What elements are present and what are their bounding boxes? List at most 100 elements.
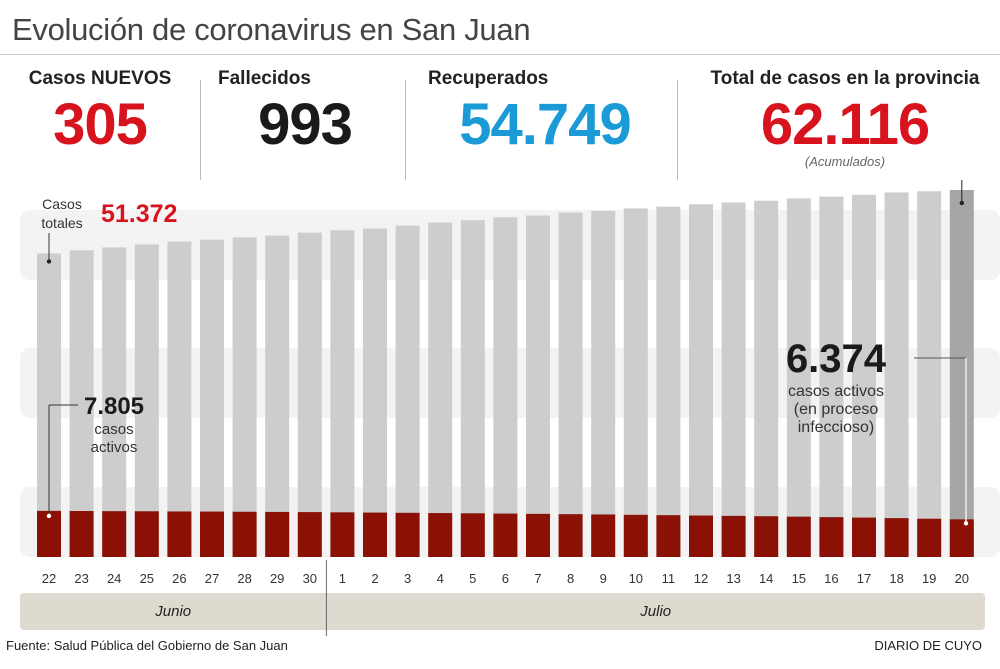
divider: [200, 80, 201, 180]
leader-dot: [963, 521, 969, 526]
x-tick-label: 4: [437, 571, 444, 586]
total-bar: [493, 217, 518, 558]
active-bar: [395, 512, 420, 557]
total-bar: [134, 244, 159, 557]
active-bar: [721, 515, 746, 557]
active-bar: [428, 513, 453, 557]
active-bar: [819, 517, 844, 557]
last-active-label-line3: infeccioso): [798, 419, 874, 436]
x-tick-label: 11: [662, 571, 676, 586]
total-bar: [330, 230, 355, 557]
total-bar: [265, 235, 290, 557]
total-bar: [232, 237, 257, 557]
x-tick-label: 23: [74, 571, 88, 586]
x-tick-label: 9: [600, 571, 607, 586]
stat-value: 993: [258, 92, 353, 157]
total-bar: [102, 247, 127, 558]
active-bar: [558, 514, 583, 557]
x-tick-label: 12: [694, 571, 708, 586]
x-tick-label: 7: [534, 571, 541, 586]
total-bar: [754, 200, 779, 557]
x-tick-label: 3: [404, 571, 411, 586]
source-text: Fuente: Salud Pública del Gobierno de Sa…: [6, 638, 288, 653]
total-label-line2: totales: [41, 215, 82, 231]
active-bar: [167, 511, 192, 557]
x-tick-label: 30: [303, 571, 317, 586]
first-total-value: 51.372: [101, 200, 177, 228]
active-bar: [297, 512, 322, 557]
stat-label: Recuperados: [428, 68, 549, 89]
active-bar: [330, 512, 355, 557]
x-tick-label: 6: [502, 571, 509, 586]
active-bar: [754, 516, 779, 557]
active-bar: [102, 511, 127, 557]
stat-label: Total de casos en la provincia: [710, 68, 980, 89]
x-tick-label: 13: [726, 571, 740, 586]
active-bar: [689, 515, 713, 557]
total-bar: [395, 225, 420, 557]
stat-value: 62.116: [760, 92, 930, 157]
total-bar: [721, 202, 746, 558]
divider: [677, 80, 678, 180]
last-active-label-line1: casos activos: [788, 383, 884, 400]
x-tick-label: 8: [567, 571, 574, 586]
active-bar: [884, 518, 909, 557]
x-tick-label: 29: [270, 571, 284, 586]
last-active-value: 6.374: [786, 337, 887, 381]
stat-fallecidos: Fallecidos 993: [210, 68, 400, 156]
active-bar: [852, 517, 876, 557]
active-bar: [69, 511, 94, 557]
x-tick-label: 16: [824, 571, 838, 586]
total-bar: [949, 190, 974, 557]
total-bar: [200, 239, 224, 558]
stat-value: 54.749: [459, 92, 631, 157]
first-active-label-line2: activos: [91, 439, 138, 456]
active-bar: [591, 514, 616, 557]
active-bar: [37, 510, 61, 557]
total-bar: [786, 198, 811, 557]
total-bar: [917, 191, 942, 558]
x-tick-label: 18: [889, 571, 903, 586]
total-bar: [623, 208, 648, 557]
total-bar: [689, 204, 713, 557]
divider: [405, 80, 406, 180]
leader-dot: [46, 259, 52, 264]
active-bar: [623, 514, 648, 557]
stat-nuevos: Casos NUEVOS 305: [10, 68, 190, 156]
x-tick-label: 24: [107, 571, 121, 586]
active-bar: [949, 519, 974, 557]
x-tick-label: 20: [955, 571, 969, 586]
active-bar: [786, 516, 811, 557]
total-bar: [167, 241, 192, 557]
total-label-line1: Casos: [42, 196, 82, 212]
active-bar: [200, 511, 224, 557]
total-bar: [819, 196, 844, 557]
active-bar: [265, 511, 290, 557]
month-label-junio: Junio: [154, 603, 191, 620]
active-bar: [460, 513, 485, 557]
x-tick-label: 26: [172, 571, 186, 586]
total-bar: [297, 232, 322, 558]
leader-dot: [46, 513, 52, 519]
total-bar: [884, 192, 909, 557]
x-tick-label: 19: [922, 571, 936, 586]
active-bar: [917, 518, 942, 557]
x-tick-label: 28: [237, 571, 251, 586]
stat-total: Total de casos en la provincia 62.116 (A…: [700, 68, 990, 169]
x-tick-label: 22: [42, 571, 56, 586]
title-divider: [0, 54, 1000, 55]
active-bar: [134, 511, 159, 557]
total-bar: [428, 222, 453, 557]
active-bar: [526, 513, 550, 557]
brand-text: DIARIO DE CUYO: [874, 638, 982, 653]
x-tick-label: 1: [339, 571, 346, 586]
total-bar: [69, 250, 94, 557]
first-active-label-line1: casos: [94, 421, 133, 438]
x-tick-label: 2: [371, 571, 378, 586]
stat-value: 305: [53, 92, 148, 157]
total-bar: [363, 228, 387, 558]
total-bar: [591, 210, 616, 557]
first-active-value: 7.805: [84, 393, 144, 420]
